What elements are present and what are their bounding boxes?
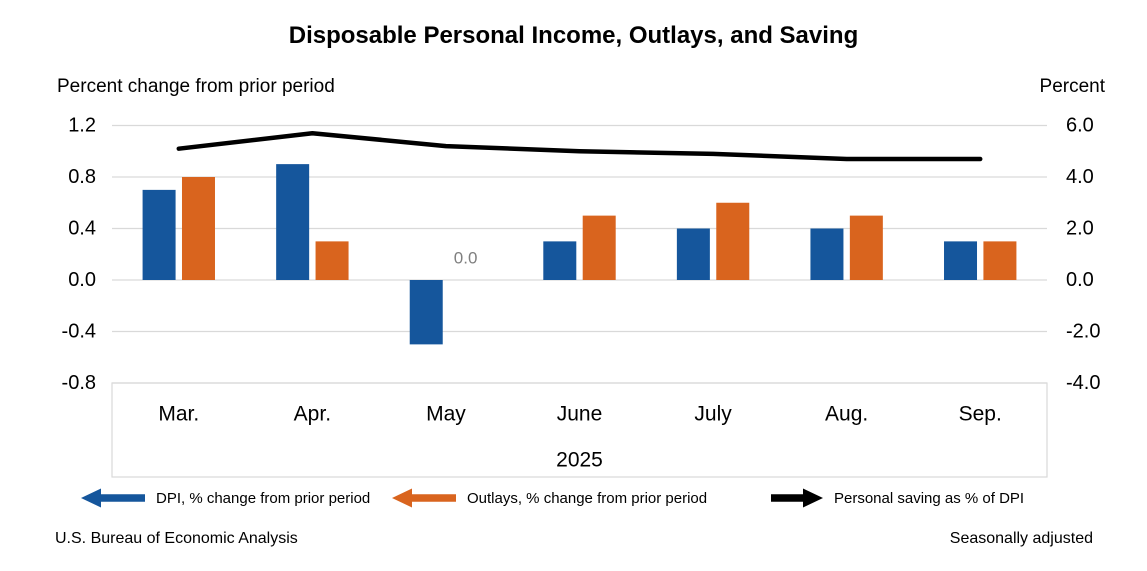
- left-axis-tick-label: 1.2: [68, 115, 96, 137]
- bar-outlays-sep: [983, 241, 1017, 280]
- chart-title: Disposable Personal Income, Outlays, and…: [288, 22, 859, 49]
- bar-dpi-mar: [142, 189, 176, 280]
- bar-outlays-july: [716, 202, 750, 280]
- right-axis-tick-label: 2.0: [1066, 218, 1094, 240]
- month-label-sep: Sep.: [959, 403, 1002, 426]
- outlays-left-arrow-icon: [392, 488, 456, 508]
- left-axis-tick-label: 0.4: [68, 218, 96, 240]
- dpi-left-arrow-icon: [81, 488, 145, 508]
- left-axis-tick-label: 0.8: [68, 166, 96, 188]
- left-axis-title: Percent change from prior period: [57, 76, 335, 97]
- legend-label-outlays: Outlays, % change from prior period: [467, 489, 708, 507]
- bar-dpi-june: [543, 241, 577, 280]
- month-label-apr: Apr.: [294, 403, 331, 426]
- month-label-june: June: [557, 403, 603, 426]
- year-label: 2025: [556, 449, 603, 472]
- bar-dpi-sep: [944, 241, 978, 280]
- month-label-may: May: [426, 403, 466, 426]
- bar-outlays-aug: [849, 215, 883, 280]
- legend-item-saving: Personal saving as % of DPI: [771, 484, 1024, 512]
- right-axis-tick-label: -2.0: [1066, 321, 1100, 343]
- bar-dpi-aug: [810, 228, 844, 280]
- bar-dpi-july: [676, 228, 710, 280]
- bar-dpi-apr: [276, 164, 310, 280]
- zero-value-label: 0.0: [454, 249, 478, 268]
- bar-outlays-apr: [315, 241, 349, 280]
- right-axis-tick-label: 0.0: [1066, 269, 1094, 291]
- left-axis-tick-label: 0.0: [68, 269, 96, 291]
- left-axis-tick-label: -0.4: [62, 321, 96, 343]
- legend: DPI, % change from prior period Outlays,…: [0, 484, 1147, 512]
- saving-right-arrow-icon: [771, 488, 823, 508]
- legend-label-dpi: DPI, % change from prior period: [156, 489, 371, 507]
- left-axis-tick-label: -0.8: [62, 372, 96, 394]
- legend-label-saving: Personal saving as % of DPI: [834, 489, 1025, 507]
- right-axis-tick-label: 4.0: [1066, 166, 1094, 188]
- right-axis-tick-label: -4.0: [1066, 372, 1100, 394]
- legend-item-outlays: Outlays, % change from prior period: [392, 484, 707, 512]
- x-axis-box: [111, 382, 1048, 478]
- source-text: U.S. Bureau of Economic Analysis: [55, 530, 298, 547]
- seasonal-note-text: Seasonally adjusted: [949, 530, 1093, 547]
- right-axis-title: Percent: [1039, 76, 1105, 97]
- bar-outlays-june: [582, 215, 616, 280]
- month-label-aug: Aug.: [825, 403, 868, 426]
- personal-saving-line: [176, 130, 983, 162]
- legend-item-dpi: DPI, % change from prior period: [81, 484, 370, 512]
- bar-dpi-may: [409, 280, 443, 345]
- month-label-mar: Mar.: [158, 403, 199, 426]
- right-axis-tick-label: 6.0: [1066, 115, 1094, 137]
- month-label-july: July: [694, 403, 732, 426]
- bar-outlays-mar: [181, 177, 215, 280]
